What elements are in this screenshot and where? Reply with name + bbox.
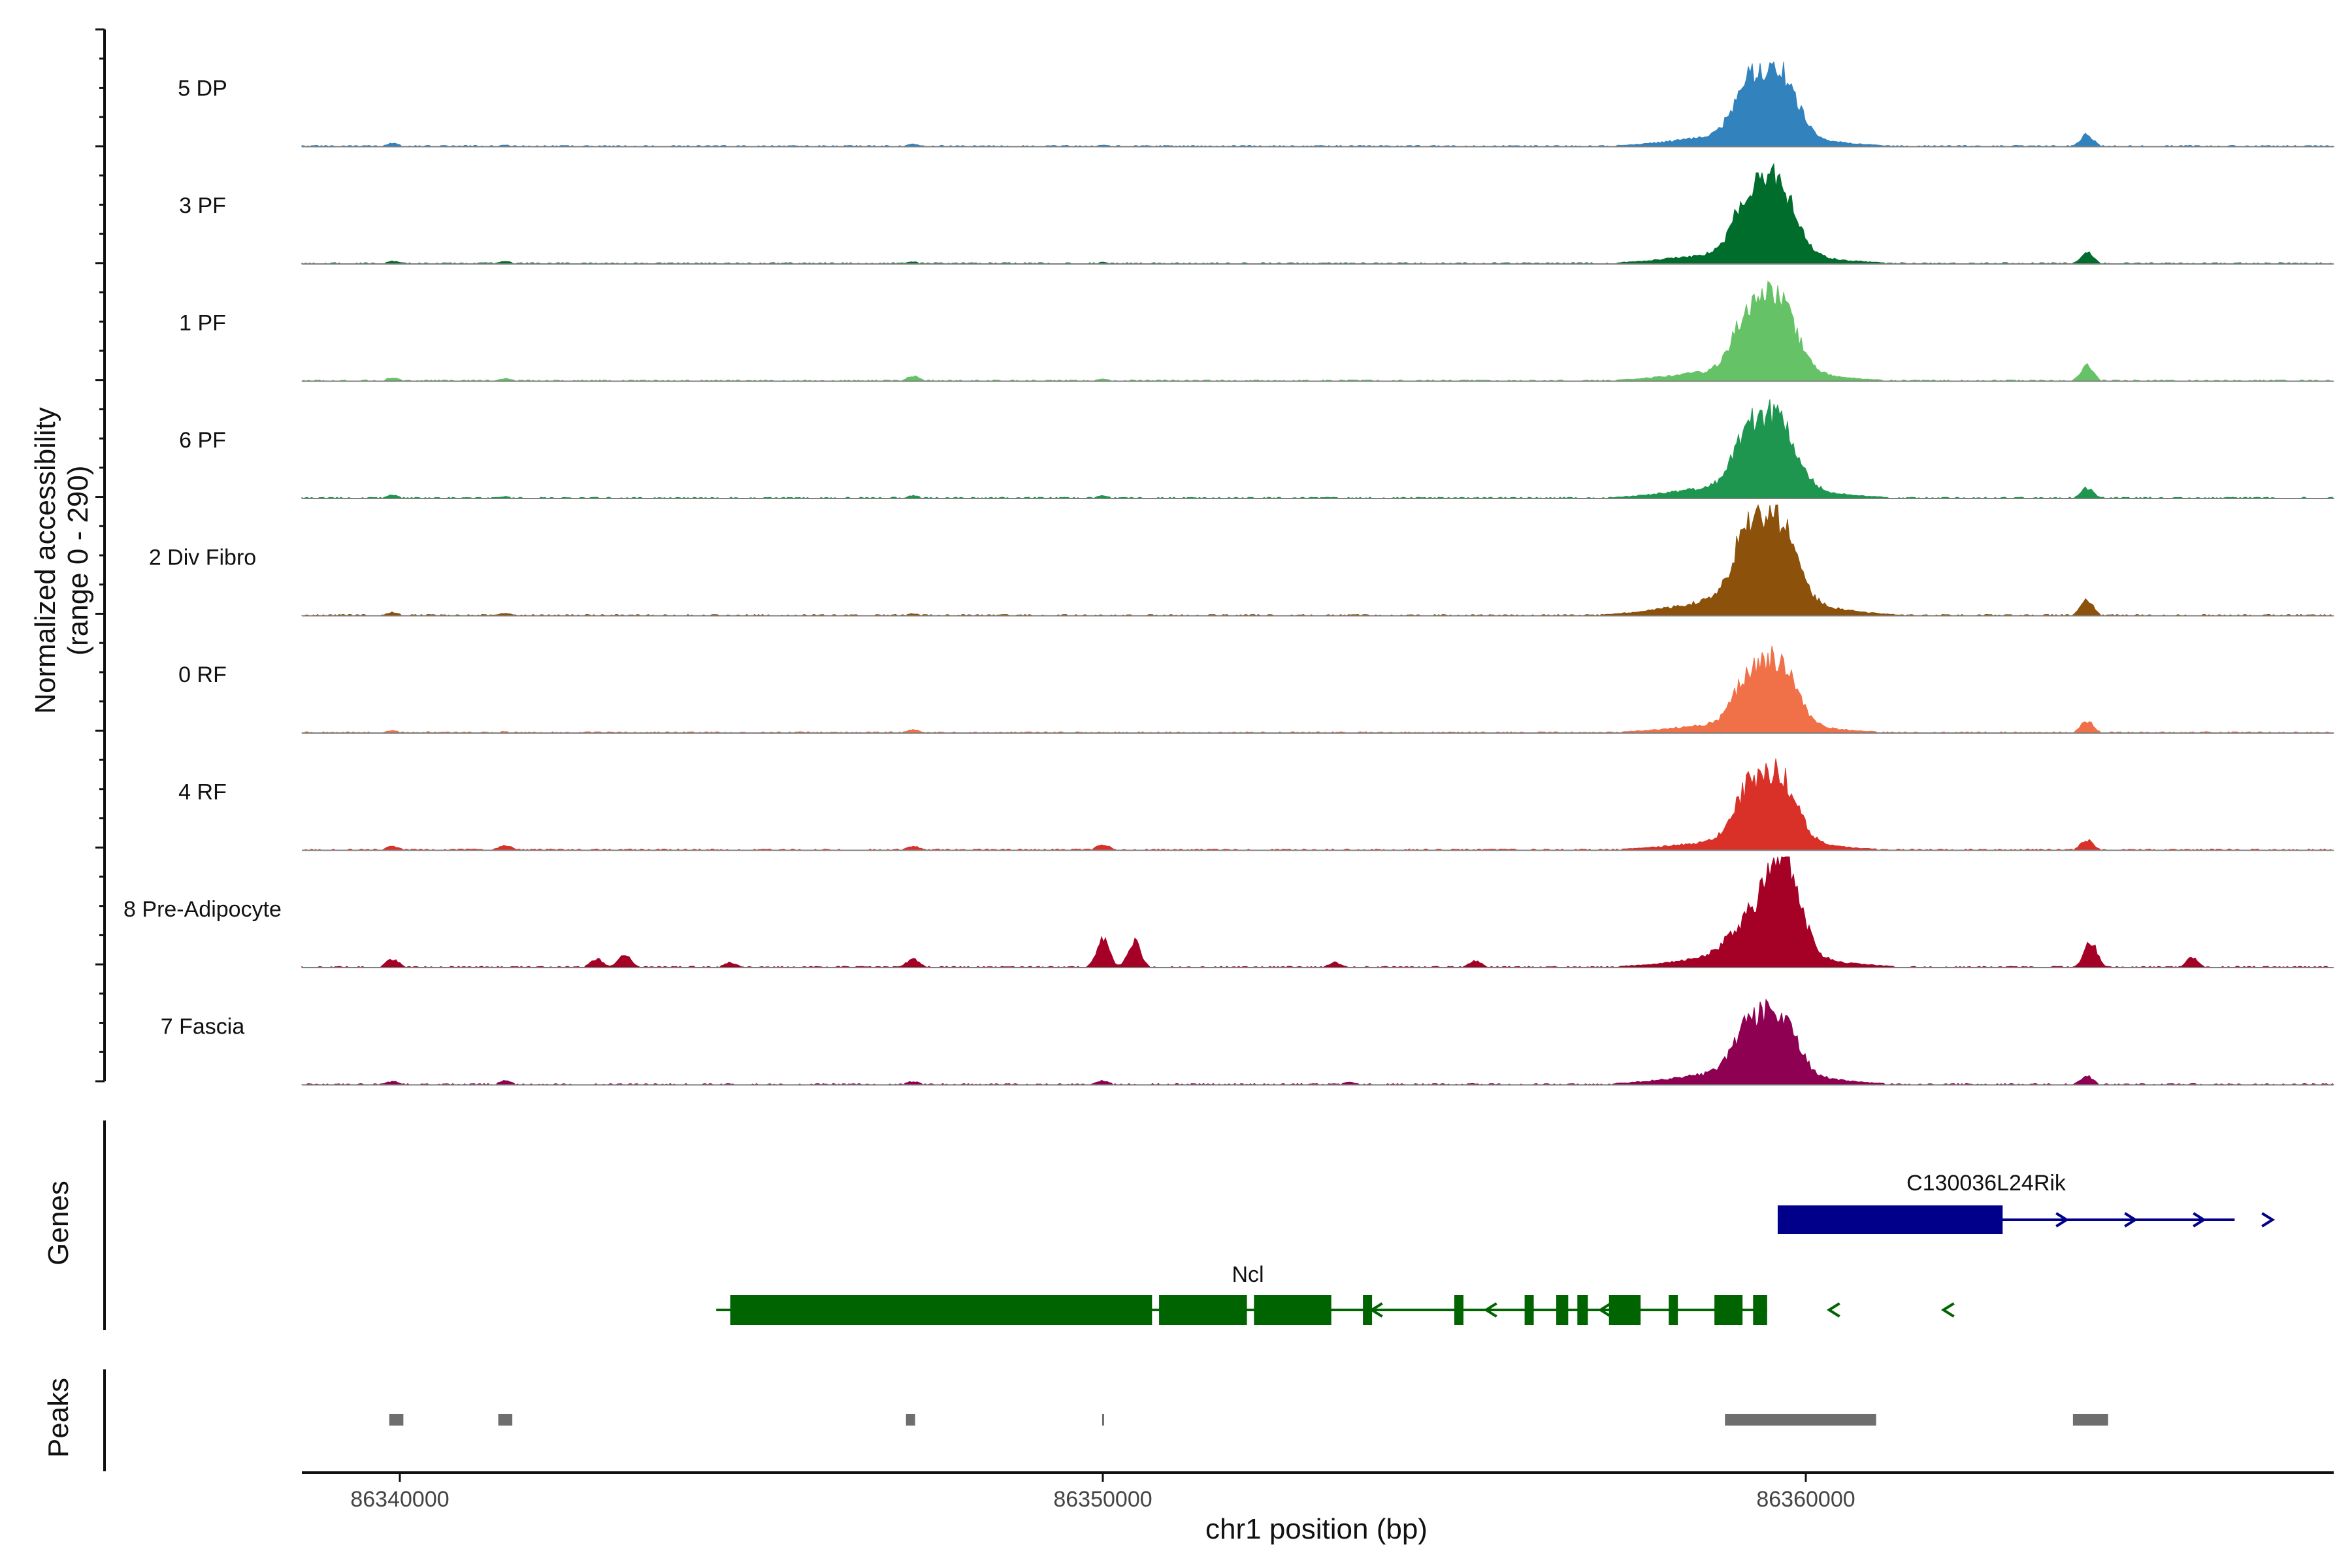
strand-chevron (2193, 1212, 2207, 1228)
strand-chevron (1940, 1302, 1955, 1318)
track-label: 0 RF (178, 662, 227, 687)
track-label: 4 RF (178, 780, 227, 805)
strand-chevron (1369, 1302, 1383, 1318)
gene-exon (1609, 1295, 1641, 1325)
x-tick-label: 86340000 (350, 1487, 449, 1512)
track-label: 6 PF (179, 428, 226, 453)
track-label: 2 Div Fibro (149, 546, 256, 570)
track-7-fascia: 7 Fascia (161, 998, 2335, 1086)
peak-region (498, 1414, 513, 1426)
coverage-tracks: 5 DP 3 PF 1 PF 6 PF 2 Div Fibro 0 RF 4 RF 8 Pre… (123, 61, 2335, 1086)
coverage-area (301, 856, 2334, 968)
coverage-area (301, 280, 2334, 382)
x-tick-label: 86360000 (1756, 1487, 1855, 1512)
peak-region (389, 1414, 404, 1426)
gene-exon (1524, 1295, 1534, 1325)
track-label: 3 PF (179, 193, 226, 218)
strand-chevron (2261, 1212, 2276, 1228)
track-0-rf: 0 RF (178, 645, 2334, 734)
track-2-div-fibro: 2 Div Fibro (149, 504, 2334, 617)
track-label: 8 Pre-Adipocyte (123, 897, 282, 922)
track-4-rf: 4 RF (178, 758, 2334, 851)
track-6-pf: 6 PF (179, 399, 2335, 499)
track-8-pre-adipocyte: 8 Pre-Adipocyte (123, 856, 2334, 968)
peak-region (1725, 1414, 1876, 1426)
strand-chevron (1483, 1302, 1497, 1318)
strand-chevron (1712, 1302, 1726, 1318)
coverage-area (301, 758, 2334, 851)
gene-exon (730, 1295, 1152, 1325)
track-1-pf: 1 PF (179, 280, 2334, 382)
track-label: 7 Fascia (161, 1015, 245, 1039)
peak-track (389, 1414, 2108, 1426)
gene-exon (1669, 1295, 1678, 1325)
x-tick-label: 86350000 (1053, 1487, 1152, 1512)
coverage-area (301, 645, 2334, 734)
gene-exon (1254, 1295, 1331, 1325)
peak-region (2072, 1414, 2108, 1426)
axes-layer: 86340000 86350000 86360000 (95, 28, 2334, 1512)
coverage-area (301, 163, 2334, 265)
peak-region (906, 1414, 915, 1426)
peak-region (1102, 1414, 1104, 1426)
gene-track: C130036L24Rik Ncl (716, 1171, 2276, 1325)
y-axis-label-line2: (range 0 - 290) (62, 465, 94, 655)
strand-chevron (2055, 1212, 2070, 1228)
y-axis-label-line1: Normalized accessibility (29, 407, 61, 713)
x-axis-label: chr1 position (bp) (1205, 1513, 1428, 1545)
strand-chevron (1597, 1302, 1612, 1318)
peaks-track-label: Peaks (42, 1378, 74, 1458)
gene-c130036l24rik: C130036L24Rik (1777, 1171, 2276, 1234)
gene-name-label: Ncl (1232, 1262, 1264, 1287)
gene-exon (1454, 1295, 1463, 1325)
coverage-area (301, 998, 2335, 1086)
genes-track-label: Genes (42, 1181, 74, 1266)
strand-chevron (2124, 1212, 2138, 1228)
track-5-dp: 5 DP (178, 61, 2335, 148)
gene-name-label: C130036L24Rik (1906, 1171, 2066, 1196)
coverage-area (301, 399, 2335, 499)
track-label: 1 PF (179, 311, 226, 336)
track-label: 5 DP (178, 76, 227, 101)
gene-exon (1753, 1295, 1767, 1325)
coverage-area (301, 504, 2334, 617)
gene-exon (1714, 1295, 1743, 1325)
coverage-area (301, 61, 2335, 148)
gene-ncl: Ncl (716, 1262, 1955, 1325)
gene-exon (1777, 1205, 2003, 1234)
strand-chevron (1826, 1302, 1840, 1318)
gene-exon (1556, 1295, 1569, 1325)
track-3-pf: 3 PF (179, 163, 2334, 265)
gene-exon (1577, 1295, 1588, 1325)
gene-exon (1159, 1295, 1247, 1325)
gene-exon (1363, 1295, 1373, 1325)
